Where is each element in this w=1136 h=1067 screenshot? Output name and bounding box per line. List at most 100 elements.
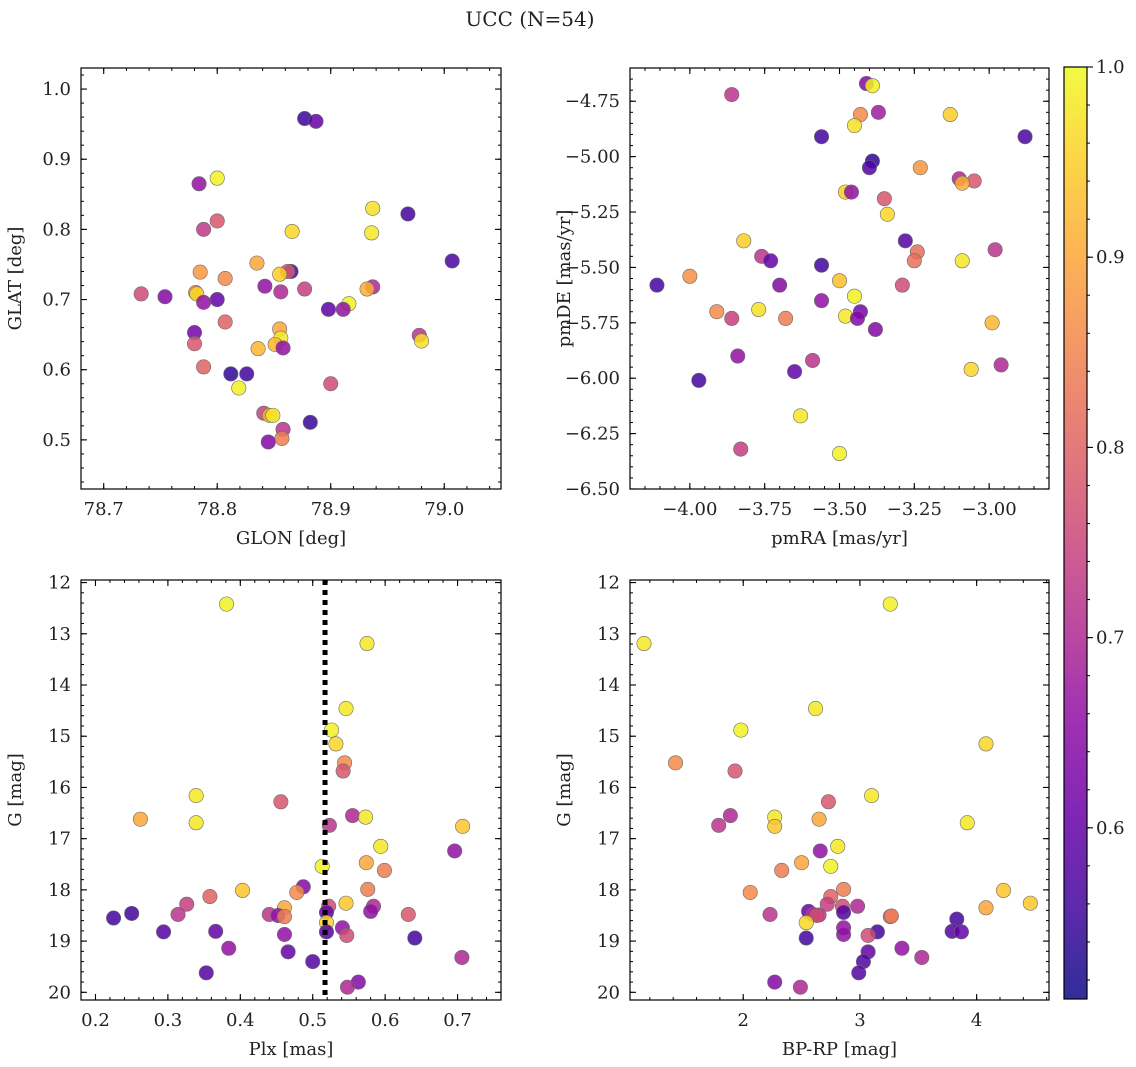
scatter-point — [328, 736, 344, 752]
scatter-point — [133, 286, 149, 302]
y-tick-label: 15 — [597, 726, 620, 747]
scatter-point — [912, 160, 928, 176]
scatter-point — [273, 794, 289, 810]
colorbar: 0.6 0.7 0.8 0.9 1.0 — [1063, 57, 1125, 1000]
scatter-point — [870, 104, 886, 120]
y-tick-label: 0.9 — [42, 149, 71, 170]
scatter-point — [762, 906, 778, 922]
scatter-point — [867, 321, 883, 337]
scatter-point — [338, 701, 354, 717]
scatter-point — [978, 736, 994, 752]
scatter-point — [276, 909, 292, 925]
scatter-points — [649, 76, 1033, 462]
x-tick-label: 2 — [737, 1010, 748, 1031]
scatter-point — [359, 281, 375, 297]
scatter-point — [239, 366, 255, 382]
scatter-point — [414, 333, 430, 349]
y-tick-label: 12 — [597, 573, 620, 594]
scatter-point — [196, 294, 212, 310]
scatter-point — [179, 896, 195, 912]
scatter-point — [196, 221, 212, 237]
scatter-point — [736, 233, 752, 249]
scatter-point — [156, 924, 172, 940]
scatter-point — [363, 903, 379, 919]
scatter-point — [808, 701, 824, 717]
y-tick-label: −5.00 — [565, 147, 620, 168]
colorbar-tick-label: 1.0 — [1096, 57, 1125, 78]
y-axis-label: G [mag] — [5, 753, 26, 826]
scatter-point — [894, 940, 910, 956]
scatter-point — [809, 907, 825, 923]
scatter-point — [192, 264, 208, 280]
y-axis-label: GLAT [deg] — [5, 227, 26, 331]
y-tick-label: 17 — [597, 829, 620, 850]
scatter-point — [217, 270, 233, 286]
scatter-point — [724, 310, 740, 326]
scatter-point — [249, 255, 265, 271]
scatter-point — [364, 225, 380, 241]
scatter-point — [265, 407, 281, 423]
colorbar-tick-label: 0.7 — [1096, 628, 1125, 649]
scatter-point — [987, 242, 1003, 258]
x-axis-label: pmRA [mas/yr] — [771, 528, 908, 549]
y-tick-label: 16 — [597, 777, 620, 798]
scatter-point — [711, 817, 727, 833]
scatter-point — [365, 200, 381, 216]
y-tick-label: −6.50 — [565, 479, 620, 500]
scatter-point — [882, 596, 898, 612]
scatter-point — [691, 372, 707, 388]
scatter-point — [814, 129, 830, 145]
x-axis-label: GLON [deg] — [236, 528, 346, 549]
scatter-point — [836, 881, 852, 897]
scatter-point — [359, 636, 375, 652]
scatter-point — [198, 965, 214, 981]
scatter-point — [836, 926, 852, 942]
scatter-point — [217, 314, 233, 330]
scatter-point — [942, 107, 958, 123]
panels: 78.7 78.8 78.9 79.0 0.5 0.6 0.7 0.8 0.9 1.0 GLON [… — [5, 67, 1050, 1060]
y-tick-label: 18 — [48, 880, 71, 901]
scatter-point — [798, 930, 814, 946]
scatter-point — [320, 301, 336, 317]
scatter-point — [272, 266, 288, 282]
scatter-point — [798, 915, 814, 931]
scatter-point — [954, 253, 970, 269]
scatter-point — [373, 838, 389, 854]
y-tick-label: −5.25 — [565, 202, 620, 223]
scatter-point — [273, 284, 289, 300]
scatter-point — [1022, 895, 1038, 911]
x-tick-label: 4 — [971, 1010, 982, 1031]
scatter-point — [302, 414, 318, 430]
scatter-point — [823, 858, 839, 874]
scatter-point — [284, 223, 300, 239]
y-tick-label: 14 — [597, 675, 620, 696]
y-tick-label: −6.00 — [565, 368, 620, 389]
scatter-point — [897, 233, 913, 249]
scatter-point — [984, 315, 1000, 331]
scatter-point — [860, 927, 876, 943]
scatter-point — [455, 818, 471, 834]
scatter-point — [1017, 129, 1033, 145]
scatter-point — [208, 923, 224, 939]
scatter-point — [954, 175, 970, 191]
y-tick-label: 16 — [48, 777, 71, 798]
scatter-point — [335, 763, 351, 779]
scatter-point — [305, 954, 321, 970]
scatter-point — [787, 364, 803, 380]
scatter-point — [187, 336, 203, 352]
chart-panel-4: 2 3 4 12 13 14 15 16 17 18 19 20 BP-RP [mag] G [mag] — [554, 573, 1050, 1060]
scatter-point — [793, 408, 809, 424]
scatter-point — [727, 763, 743, 779]
colorbar-tick-label: 0.6 — [1096, 818, 1125, 839]
scatter-point — [812, 843, 828, 859]
scatter-point — [219, 596, 235, 612]
x-tick-label: −3.00 — [962, 499, 1017, 520]
scatter-point — [188, 815, 204, 831]
scatter-point — [188, 788, 204, 804]
scatter-point — [376, 862, 392, 878]
scatter-point — [724, 87, 740, 103]
x-tick-label: 3 — [854, 1010, 865, 1031]
x-tick-label: 78.8 — [197, 499, 237, 520]
scatter-point — [819, 896, 835, 912]
scatter-point — [323, 376, 339, 392]
